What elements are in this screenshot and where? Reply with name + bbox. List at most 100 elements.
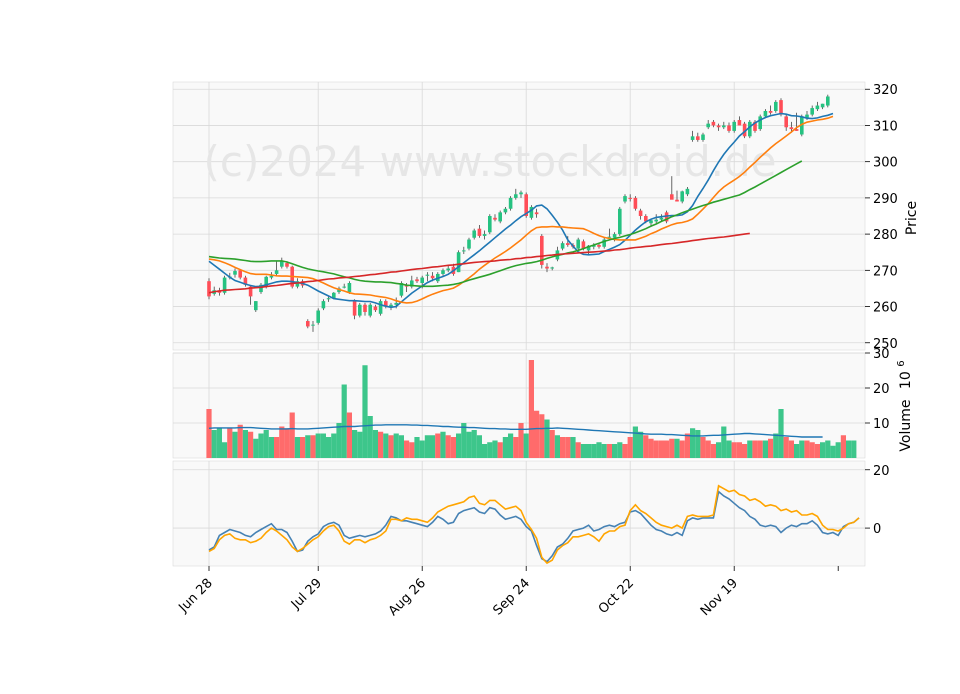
candle-body-12 — [269, 275, 274, 278]
volume-bar-54 — [487, 442, 493, 458]
moving-average-line-0 — [208, 112, 834, 309]
volume-bar-55 — [492, 440, 498, 458]
volume-bar-106 — [757, 440, 763, 458]
candle-body-0 — [207, 281, 211, 297]
x-tick-label-4: Oct 22 — [596, 576, 637, 617]
volume-bar-10 — [258, 433, 264, 458]
candle-body-87 — [659, 217, 664, 220]
candle-body-89 — [670, 194, 674, 200]
candle-body-72 — [581, 241, 586, 249]
volume-bar-20 — [310, 435, 316, 458]
volume-bar-85 — [648, 438, 654, 458]
candle-body-52 — [477, 228, 482, 236]
volume-layer — [206, 360, 857, 458]
volume-bar-45 — [440, 431, 446, 458]
volume-bar-36 — [393, 433, 399, 458]
candle-body-23 — [326, 298, 331, 300]
volume-bar-44 — [435, 433, 441, 458]
moving-average-line-2 — [208, 160, 803, 288]
volume-average-line — [208, 424, 823, 438]
volume-bar-70 — [570, 437, 576, 458]
volume-bar-4 — [227, 428, 233, 458]
volume-bar-42 — [424, 435, 430, 458]
volume-bar-122 — [840, 435, 846, 458]
candle-body-39 — [410, 280, 414, 287]
candle-body-34 — [384, 301, 388, 307]
candle-body-107 — [763, 110, 768, 117]
candle-body-83 — [638, 210, 643, 216]
volume-bar-17 — [294, 437, 300, 458]
volume-bar-6 — [237, 424, 243, 458]
volume-bar-5 — [232, 431, 238, 458]
candle-body-66 — [550, 267, 554, 269]
volume-bar-89 — [669, 438, 675, 458]
x-tick-label-0: Jun 28 — [176, 576, 216, 616]
candle-body-75 — [597, 244, 601, 247]
candle-body-59 — [514, 194, 518, 198]
volume-bar-78 — [612, 444, 618, 458]
price-tick-label-300: 300 — [873, 156, 898, 171]
candle-body-29 — [358, 304, 362, 316]
volume-bar-48 — [456, 433, 462, 458]
volume-bar-59 — [513, 437, 519, 458]
candle-body-22 — [321, 301, 326, 309]
candle-body-119 — [826, 96, 830, 106]
volume-bar-105 — [752, 440, 758, 458]
candle-body-63 — [534, 212, 539, 215]
candle-body-80 — [623, 196, 627, 202]
volume-bar-74 — [591, 444, 597, 458]
candle-body-15 — [285, 263, 289, 267]
volume-axis-label-base: 10 — [898, 371, 914, 389]
volume-bar-88 — [664, 440, 670, 458]
volume-bar-123 — [846, 440, 852, 458]
indicator-tick-label-0: 0 — [873, 522, 881, 537]
volume-bar-69 — [565, 437, 571, 458]
price-tick-label-310: 310 — [873, 119, 898, 134]
volume-bar-32 — [372, 430, 378, 458]
volume-bar-46 — [445, 435, 451, 458]
volume-bar-61 — [523, 433, 529, 458]
x-tick-label-2: Aug 26 — [386, 576, 429, 619]
candle-body-60 — [519, 192, 523, 195]
candle-body-115 — [805, 114, 809, 119]
candle-body-90 — [675, 199, 679, 202]
x-tick-label-1: Jul 29 — [288, 576, 325, 613]
volume-bar-43 — [430, 435, 436, 458]
volume-bar-52 — [476, 435, 482, 458]
x-tick-label-5: Nov 19 — [698, 576, 741, 619]
price-tick-label-280: 280 — [873, 228, 898, 243]
volume-bar-124 — [851, 440, 857, 458]
candle-body-53 — [482, 234, 487, 236]
volume-bar-25 — [336, 423, 342, 458]
volume-bar-114 — [799, 440, 805, 458]
candle-body-45 — [441, 270, 445, 274]
volume-bar-15 — [284, 428, 290, 458]
volume-bar-116 — [809, 442, 815, 458]
moving-average-line-3 — [208, 232, 750, 294]
volume-bar-62 — [528, 360, 534, 458]
volume-bar-2 — [216, 428, 222, 458]
volume-bar-31 — [367, 416, 373, 458]
candle-body-42 — [425, 274, 430, 276]
candle-body-94 — [696, 136, 700, 140]
volume-bar-50 — [466, 431, 472, 458]
candle-body-93 — [690, 136, 695, 140]
volume-bar-7 — [242, 430, 248, 458]
volume-bar-28 — [352, 430, 358, 458]
volume-bar-93 — [690, 428, 696, 458]
candle-body-84 — [644, 216, 648, 222]
volume-bar-72 — [580, 444, 586, 458]
volume-bar-14 — [279, 426, 285, 458]
candle-body-116 — [810, 108, 814, 115]
volume-bar-92 — [684, 433, 690, 458]
volume-bar-80 — [622, 444, 628, 458]
candle-body-30 — [363, 304, 367, 312]
volume-bar-60 — [518, 423, 524, 458]
volume-bar-81 — [627, 437, 633, 458]
volume-bar-75 — [596, 442, 602, 458]
x-tick-label-3: Sep 24 — [490, 576, 533, 619]
candle-body-54 — [488, 216, 492, 233]
candle-body-32 — [373, 306, 378, 311]
volume-bar-57 — [502, 437, 508, 458]
volume-bar-56 — [497, 442, 503, 458]
